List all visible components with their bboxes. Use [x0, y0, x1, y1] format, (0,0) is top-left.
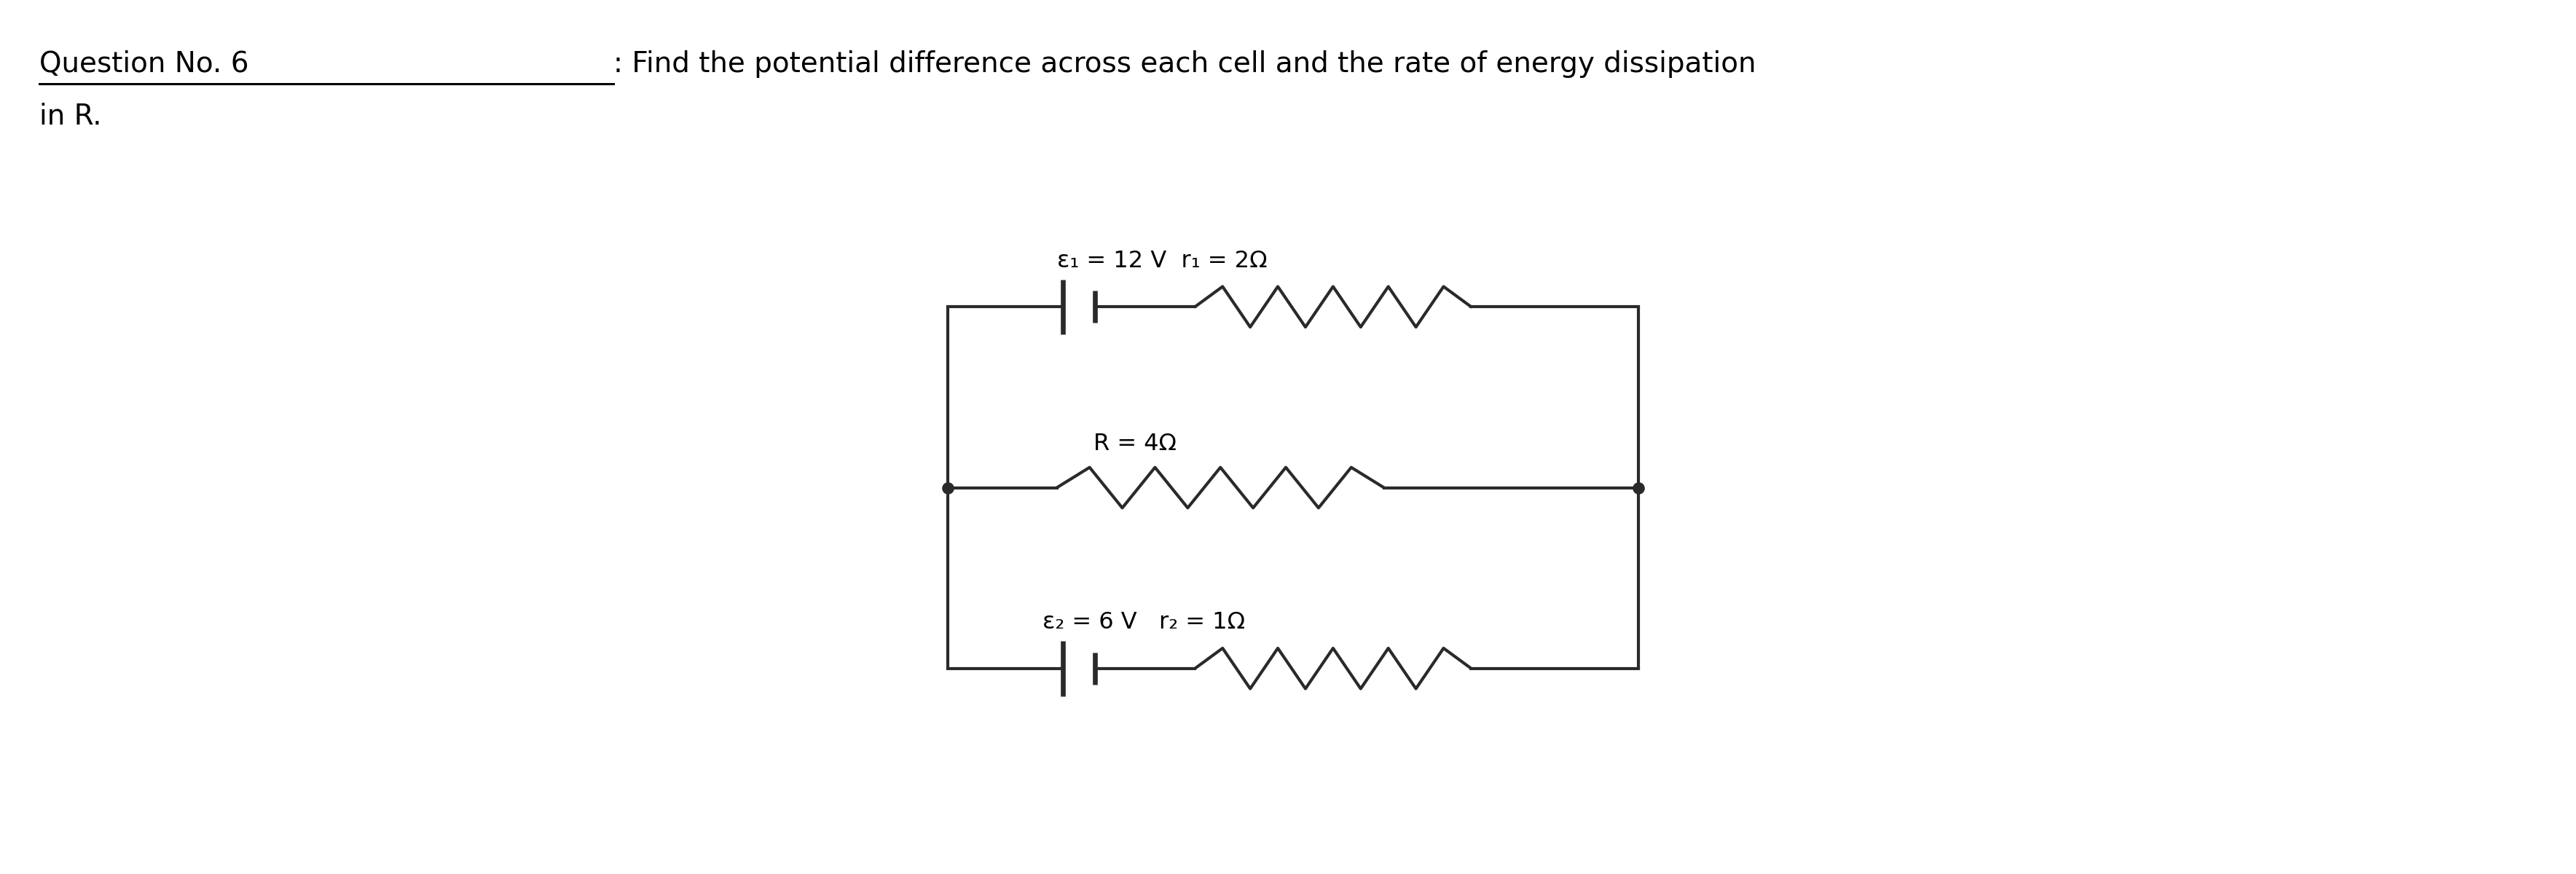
Text: : Find the potential difference across each cell and the rate of energy dissipat: : Find the potential difference across e…: [613, 50, 1757, 78]
Point: [1618, 481, 1659, 495]
Text: ε₂ = 6 V   r₂ = 1Ω: ε₂ = 6 V r₂ = 1Ω: [1043, 611, 1244, 634]
Text: in R.: in R.: [39, 103, 100, 130]
Text: R = 4Ω: R = 4Ω: [1092, 433, 1175, 455]
Point: [927, 481, 969, 495]
Text: Question No. 6: Question No. 6: [39, 50, 250, 78]
Text: ε₁ = 12 V  r₁ = 2Ω: ε₁ = 12 V r₁ = 2Ω: [1056, 249, 1267, 272]
